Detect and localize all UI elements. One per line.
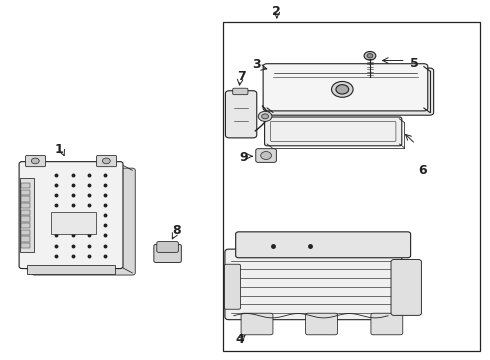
Bar	[21, 190, 30, 195]
Bar	[21, 216, 30, 222]
Text: 9: 9	[239, 151, 248, 164]
Text: 4: 4	[235, 333, 244, 346]
Bar	[21, 210, 30, 215]
FancyBboxPatch shape	[241, 313, 273, 335]
Circle shape	[262, 114, 269, 119]
FancyBboxPatch shape	[233, 88, 248, 95]
Bar	[20, 178, 34, 252]
Circle shape	[261, 152, 271, 159]
Bar	[21, 183, 30, 189]
Text: 6: 6	[418, 164, 427, 177]
FancyBboxPatch shape	[224, 264, 241, 309]
Text: 8: 8	[172, 224, 181, 237]
FancyBboxPatch shape	[154, 244, 181, 262]
FancyBboxPatch shape	[236, 232, 411, 258]
FancyBboxPatch shape	[25, 156, 46, 167]
Bar	[51, 212, 96, 234]
FancyBboxPatch shape	[19, 162, 123, 269]
Bar	[21, 230, 30, 235]
FancyBboxPatch shape	[31, 168, 135, 275]
Text: 1: 1	[54, 143, 63, 156]
Circle shape	[367, 54, 373, 58]
Text: 5: 5	[410, 57, 418, 69]
Bar	[27, 265, 115, 274]
Bar	[21, 203, 30, 208]
Circle shape	[336, 85, 349, 94]
FancyBboxPatch shape	[269, 68, 434, 115]
FancyBboxPatch shape	[306, 313, 338, 335]
Text: 3: 3	[252, 58, 261, 71]
Bar	[21, 197, 30, 202]
FancyBboxPatch shape	[225, 91, 257, 138]
Bar	[21, 223, 30, 229]
FancyBboxPatch shape	[391, 260, 421, 315]
Text: 7: 7	[237, 70, 245, 83]
Circle shape	[31, 158, 39, 164]
Bar	[223, 22, 480, 351]
FancyBboxPatch shape	[263, 64, 428, 111]
Text: 2: 2	[272, 5, 281, 18]
FancyBboxPatch shape	[157, 242, 178, 252]
FancyBboxPatch shape	[225, 249, 402, 320]
Bar	[21, 243, 30, 248]
FancyBboxPatch shape	[256, 149, 276, 162]
FancyBboxPatch shape	[371, 313, 403, 335]
Circle shape	[102, 158, 110, 164]
Circle shape	[332, 81, 353, 97]
Bar	[21, 236, 30, 242]
Circle shape	[364, 51, 376, 60]
Circle shape	[258, 111, 272, 121]
FancyBboxPatch shape	[97, 156, 117, 167]
FancyBboxPatch shape	[265, 117, 402, 146]
